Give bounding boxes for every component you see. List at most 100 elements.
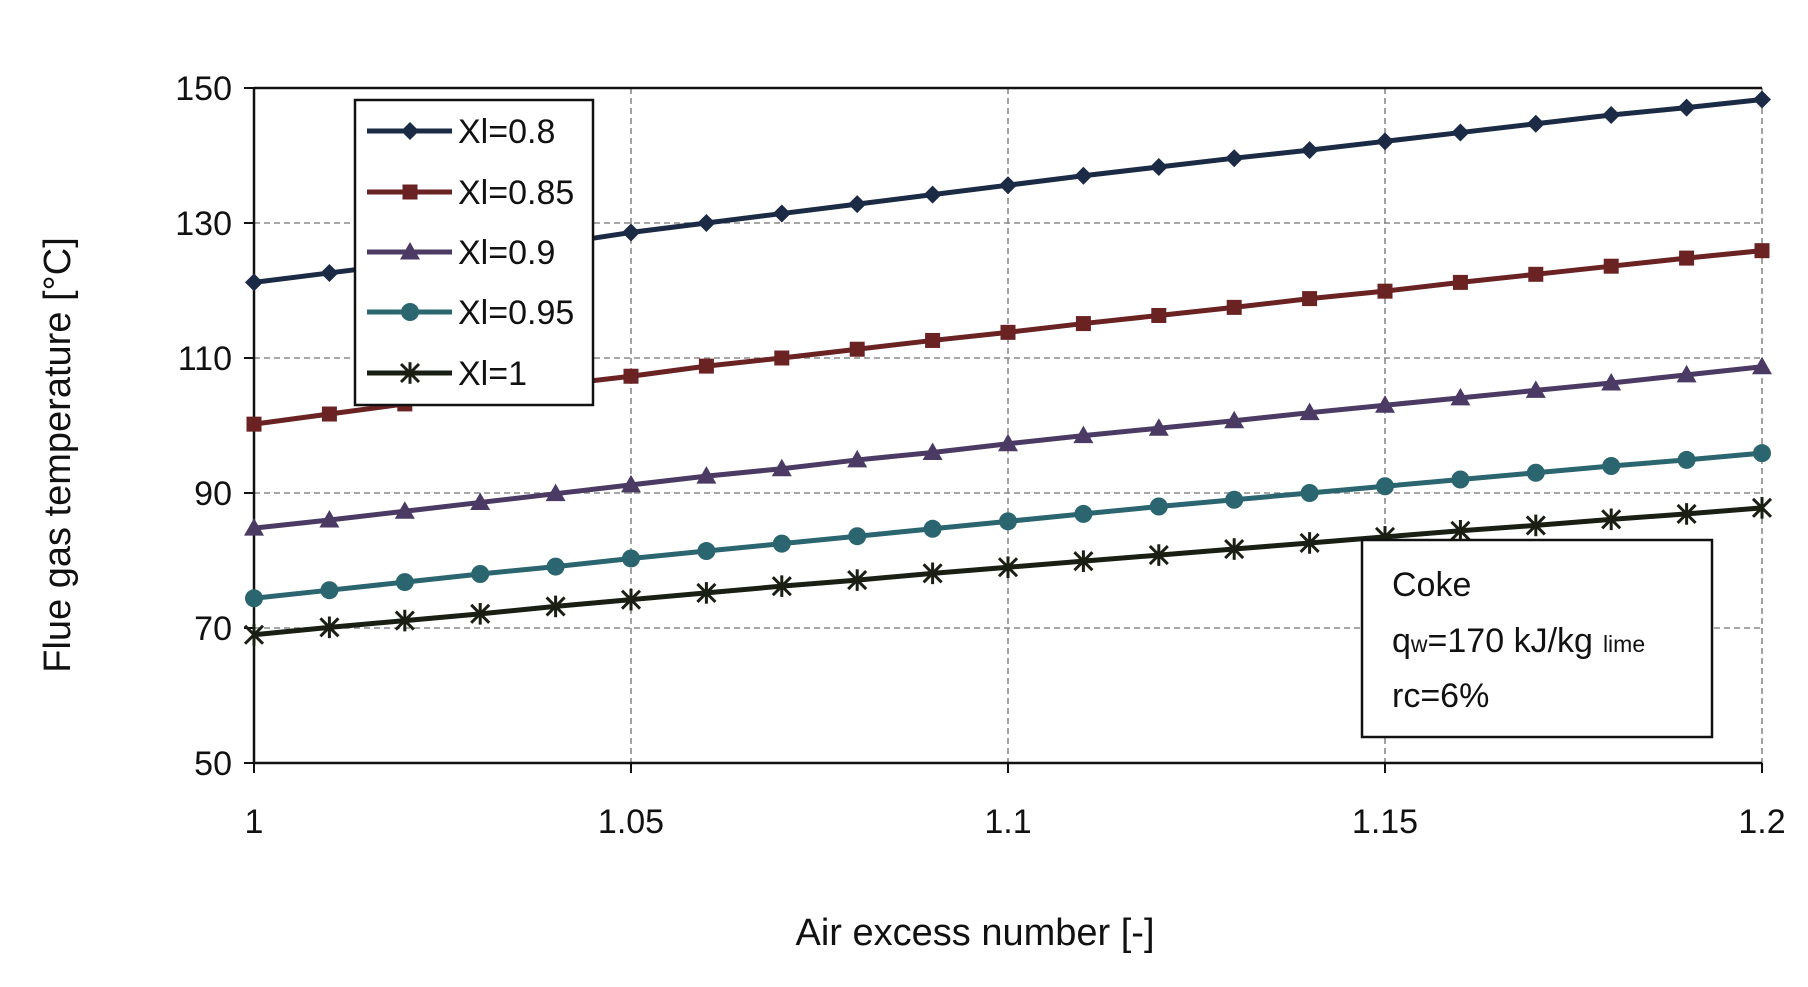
data-point bbox=[1225, 490, 1244, 509]
annotation-q: q bbox=[1392, 622, 1411, 660]
data-point bbox=[321, 406, 337, 422]
x-tick-label: 1.15 bbox=[1352, 803, 1418, 841]
data-point bbox=[1151, 307, 1167, 323]
annotation: Coke qw=170 kJ/kg lime rc=6% bbox=[1360, 538, 1714, 739]
data-point bbox=[1526, 463, 1545, 482]
y-tick-label: 110 bbox=[178, 340, 232, 378]
x-tick-label: 1.2 bbox=[1738, 803, 1785, 841]
data-point bbox=[1751, 497, 1773, 519]
data-point bbox=[1525, 514, 1546, 537]
data-point bbox=[1601, 372, 1622, 391]
legend-item: Xl=0.8 bbox=[367, 113, 555, 151]
data-point bbox=[546, 557, 565, 576]
data-point bbox=[245, 589, 263, 608]
data-point bbox=[245, 273, 263, 292]
series-layer bbox=[243, 90, 1773, 646]
x-tick-label: 1.05 bbox=[598, 803, 664, 841]
data-point bbox=[1450, 387, 1471, 406]
legend-item: Xl=0.9 bbox=[367, 234, 555, 272]
data-point bbox=[1075, 316, 1091, 332]
data-point bbox=[697, 214, 716, 232]
data-point bbox=[1225, 149, 1244, 168]
legend-items: Xl=0.8 Xl=0.85 Xl=0.9 Xl=0.95 Xl=1 bbox=[367, 113, 574, 393]
data-point bbox=[621, 474, 641, 493]
data-point bbox=[922, 562, 943, 585]
x-tick-label: 1 bbox=[245, 803, 264, 841]
annotation-heat-demand: qw=170 kJ/kg lime bbox=[1392, 622, 1645, 660]
data-point bbox=[1224, 410, 1245, 429]
data-point bbox=[1602, 457, 1621, 475]
series-4 bbox=[245, 444, 1771, 608]
data-point bbox=[697, 542, 716, 561]
data-point bbox=[1677, 98, 1696, 117]
data-point bbox=[1526, 114, 1545, 133]
annotation-q-subscript: w bbox=[1410, 631, 1428, 657]
y-tick-label: 90 bbox=[194, 475, 232, 513]
data-point bbox=[1753, 90, 1771, 109]
data-point bbox=[622, 549, 640, 568]
data-point bbox=[622, 223, 640, 242]
legend-item: Xl=1 bbox=[367, 355, 527, 393]
legend-label: Xl=0.85 bbox=[458, 174, 574, 212]
data-point bbox=[771, 575, 792, 597]
data-point bbox=[923, 519, 942, 538]
annotation-lime: lime bbox=[1603, 631, 1645, 657]
data-point bbox=[1299, 402, 1320, 421]
y-tick-label: 70 bbox=[194, 610, 232, 648]
data-point bbox=[1300, 484, 1319, 502]
series-5 bbox=[243, 497, 1773, 646]
x-axis-title: Air excess number [-] bbox=[796, 912, 1155, 954]
data-point bbox=[1676, 503, 1697, 525]
data-point bbox=[1376, 477, 1394, 496]
data-point bbox=[545, 483, 566, 502]
data-point bbox=[848, 527, 867, 546]
annotation-rc: rc=6% bbox=[1392, 677, 1489, 715]
data-point bbox=[1148, 544, 1169, 566]
data-point bbox=[1601, 508, 1622, 531]
legend: Xl=0.8 Xl=0.85 Xl=0.9 Xl=0.95 Xl=1 bbox=[353, 98, 595, 407]
data-point bbox=[1299, 532, 1320, 554]
data-point bbox=[848, 195, 867, 214]
data-point bbox=[1679, 250, 1695, 266]
legend-item: Xl=0.95 bbox=[367, 294, 574, 332]
data-point bbox=[998, 433, 1018, 452]
data-point bbox=[320, 581, 339, 600]
y-tick-label: 50 bbox=[194, 745, 232, 783]
data-point bbox=[923, 185, 942, 204]
data-point bbox=[1302, 291, 1318, 307]
data-point bbox=[999, 176, 1017, 195]
data-point bbox=[1148, 418, 1169, 436]
data-point bbox=[1525, 380, 1546, 398]
data-point bbox=[772, 534, 791, 553]
data-point bbox=[319, 616, 340, 639]
legend-marker bbox=[401, 122, 419, 140]
legend-marker bbox=[401, 303, 419, 321]
data-point bbox=[394, 609, 415, 632]
data-point bbox=[1676, 364, 1697, 383]
data-point bbox=[1377, 283, 1393, 299]
data-point bbox=[1149, 497, 1168, 516]
data-point bbox=[696, 582, 717, 604]
data-point bbox=[1451, 123, 1470, 142]
data-point bbox=[620, 588, 642, 611]
data-point bbox=[246, 416, 262, 432]
series-3 bbox=[244, 356, 1772, 536]
data-point bbox=[545, 595, 566, 618]
data-point bbox=[244, 518, 264, 536]
legend-label: Xl=0.9 bbox=[458, 234, 555, 272]
data-point bbox=[847, 449, 868, 468]
annotation-box bbox=[1360, 538, 1714, 739]
data-point bbox=[997, 556, 1019, 579]
tick-labels: 50 70 90 110 130 150 1 1.05 1.1 1.15 1.2 bbox=[175, 70, 1785, 841]
data-point bbox=[1452, 274, 1468, 290]
axes bbox=[244, 86, 1763, 773]
data-point bbox=[925, 332, 941, 348]
data-point bbox=[1226, 299, 1242, 315]
legend-label: Xl=0.8 bbox=[458, 113, 555, 151]
data-point bbox=[395, 573, 414, 592]
y-tick-label: 130 bbox=[175, 205, 232, 243]
data-point bbox=[394, 501, 415, 519]
data-point bbox=[1753, 444, 1771, 463]
data-point bbox=[471, 565, 490, 583]
